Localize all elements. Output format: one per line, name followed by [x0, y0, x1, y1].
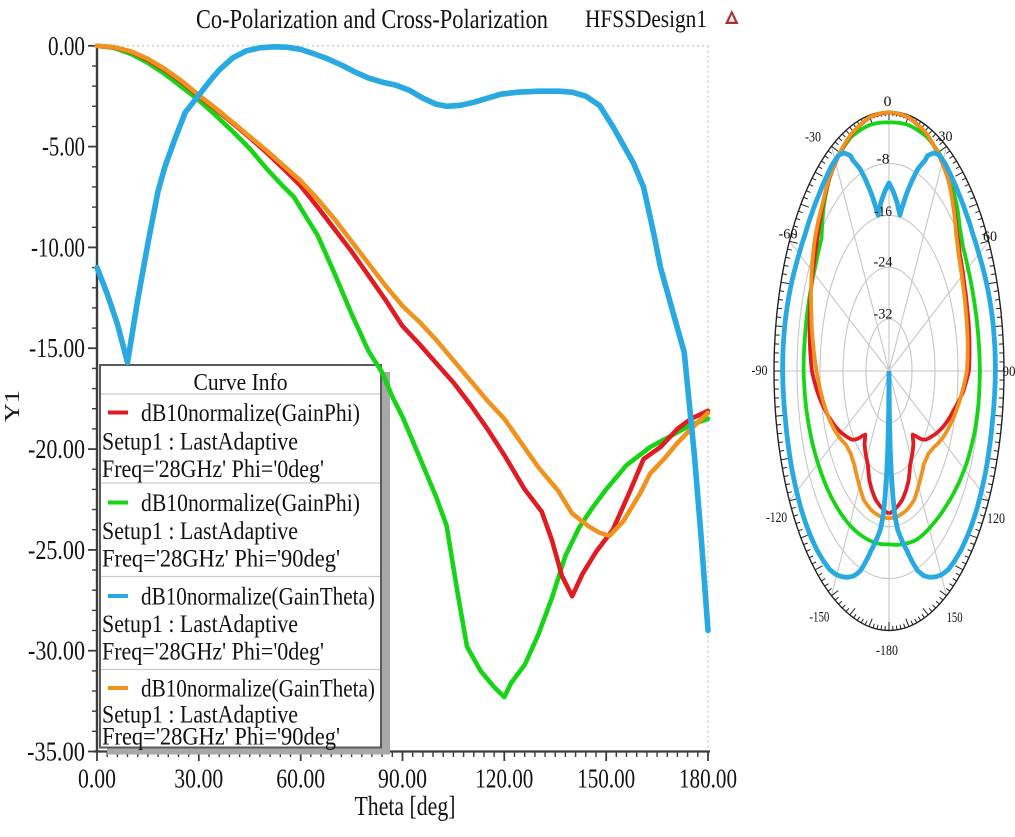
- svg-text:Setup1 : LastAdaptive: Setup1 : LastAdaptive: [102, 518, 298, 545]
- svg-text:dB10normalize(GainPhi): dB10normalize(GainPhi): [141, 400, 360, 427]
- svg-text:Co-Polarization and Cross-Pola: Co-Polarization and Cross-Polarization: [196, 4, 548, 34]
- svg-text:120: 120: [987, 511, 1005, 527]
- svg-text:HFSSDesign1: HFSSDesign1: [585, 6, 707, 33]
- svg-text:dB10normalize(GainTheta): dB10normalize(GainTheta): [141, 584, 375, 611]
- svg-text:-24: -24: [874, 255, 893, 271]
- svg-text:150: 150: [947, 610, 963, 626]
- svg-text:-30: -30: [805, 130, 821, 146]
- svg-text:-5.00: -5.00: [42, 132, 85, 162]
- svg-text:Setup1 : LastAdaptive: Setup1 : LastAdaptive: [102, 611, 298, 638]
- svg-text:dB10normalize(GainTheta): dB10normalize(GainTheta): [141, 676, 375, 703]
- svg-text:-16: -16: [874, 204, 892, 220]
- svg-text:Setup1 : LastAdaptive: Setup1 : LastAdaptive: [102, 429, 298, 456]
- svg-text:Curve Info: Curve Info: [194, 370, 288, 396]
- svg-text:-180: -180: [876, 643, 898, 659]
- svg-text:90: 90: [1003, 364, 1015, 380]
- svg-text:0.00: 0.00: [48, 31, 85, 61]
- svg-text:60.00: 60.00: [276, 764, 325, 794]
- svg-text:30.00: 30.00: [174, 764, 223, 794]
- svg-text:0.00: 0.00: [78, 764, 116, 794]
- svg-text:Y1: Y1: [0, 390, 24, 422]
- svg-text:Freq='28GHz' Phi='90deg': Freq='28GHz' Phi='90deg': [102, 546, 340, 573]
- svg-text:60: 60: [983, 229, 997, 245]
- svg-text:-15.00: -15.00: [29, 333, 85, 363]
- svg-text:-60: -60: [779, 227, 798, 243]
- svg-text:-8: -8: [877, 152, 890, 168]
- svg-text:-25.00: -25.00: [28, 535, 85, 565]
- svg-text:180.00: 180.00: [679, 764, 737, 794]
- svg-text:Freq='28GHz' Phi='90deg': Freq='28GHz' Phi='90deg': [102, 724, 340, 751]
- svg-text:-150: -150: [809, 609, 829, 625]
- svg-text:-32: -32: [874, 307, 893, 323]
- svg-text:-30.00: -30.00: [28, 636, 85, 666]
- svg-text:Freq='28GHz' Phi='0deg': Freq='28GHz' Phi='0deg': [102, 456, 324, 483]
- svg-text:-35.00: -35.00: [27, 737, 85, 767]
- svg-text:150.00: 150.00: [577, 764, 635, 794]
- svg-text:30: 30: [939, 129, 953, 145]
- svg-text:dB10normalize(GainPhi): dB10normalize(GainPhi): [141, 490, 360, 517]
- svg-text:-20.00: -20.00: [28, 434, 85, 464]
- svg-text:-10.00: -10.00: [31, 232, 85, 262]
- svg-text:Theta [deg]: Theta [deg]: [355, 791, 456, 821]
- svg-text:-120: -120: [766, 510, 787, 526]
- svg-text:-90: -90: [752, 363, 768, 379]
- svg-text:0: 0: [884, 94, 892, 110]
- svg-text:120.00: 120.00: [475, 764, 533, 794]
- svg-text:90.00: 90.00: [378, 764, 427, 794]
- svg-text:Freq='28GHz' Phi='0deg': Freq='28GHz' Phi='0deg': [102, 639, 324, 666]
